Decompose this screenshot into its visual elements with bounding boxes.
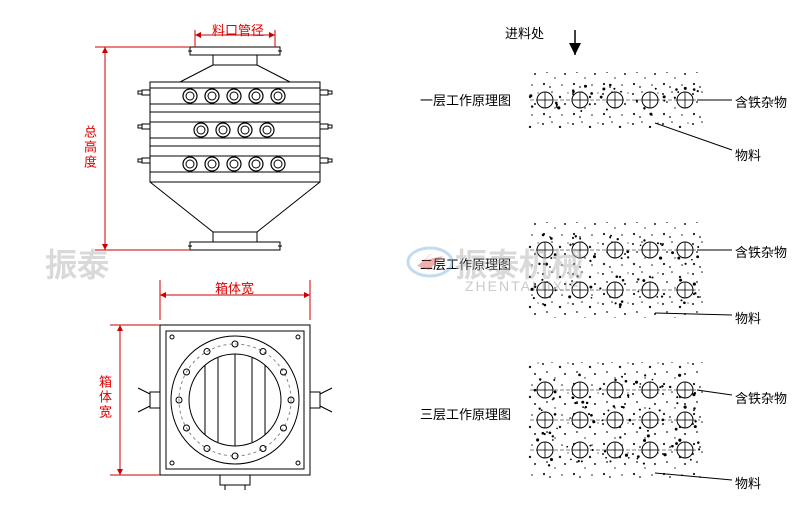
mat-label-3: 物料	[735, 473, 761, 492]
feed-label: 进料处	[505, 23, 544, 42]
layer3-label: 三层工作原理图	[420, 404, 511, 423]
diagram-container: 料口管径 总高度 箱体宽 箱体宽 进料处 一层工作原理图 二层工作原理图 三层工…	[0, 0, 800, 513]
watermark-logo-icon	[405, 242, 455, 282]
front-view	[138, 47, 332, 250]
mat-label-2: 物料	[735, 308, 761, 327]
watermark-sub: ZHENTAIJIXIE	[465, 278, 581, 294]
dim-pipe-label: 料口管径	[212, 20, 264, 39]
layer1-label: 一层工作原理图	[420, 90, 511, 109]
dim-height-label: 总高度	[80, 125, 99, 170]
dim-bodyw2-label: 箱体宽	[95, 375, 114, 420]
iron-label-1: 含铁杂物	[735, 92, 787, 111]
iron-label-2: 含铁杂物	[735, 242, 787, 261]
top-view	[138, 325, 332, 490]
diagram-svg	[0, 0, 800, 513]
watermark-left: 振泰	[45, 240, 109, 286]
mat-label-1: 物料	[735, 145, 761, 164]
dim-bodyw1-label: 箱体宽	[215, 278, 254, 297]
iron-label-3: 含铁杂物	[735, 388, 787, 407]
